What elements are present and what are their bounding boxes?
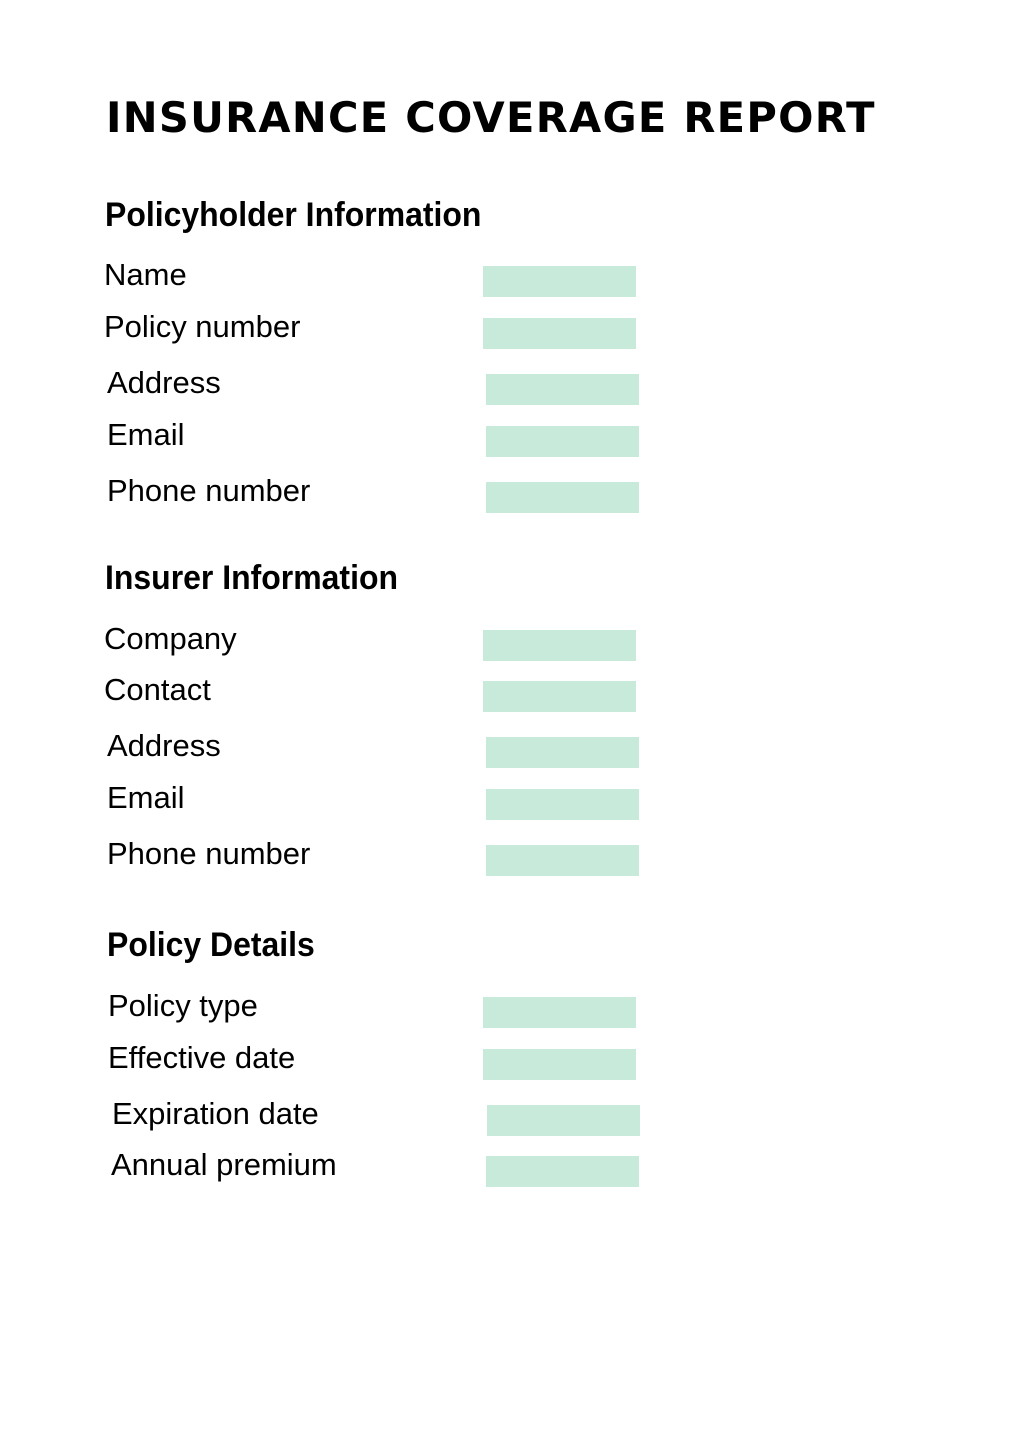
field-input-bar[interactable] (486, 1156, 639, 1187)
field-input-bar[interactable] (486, 482, 639, 513)
field-label: Annual premium (111, 1147, 337, 1182)
field-label: Address (107, 728, 221, 763)
form-field-row: Effective date (108, 1038, 668, 1080)
form-field-row: Company (104, 619, 664, 661)
field-input-bar[interactable] (483, 630, 636, 661)
report-title: INSURANCE COVERAGE REPORT (106, 93, 876, 142)
form-field-row: Annual premium (111, 1145, 671, 1187)
field-input-bar[interactable] (483, 997, 636, 1028)
field-label: Name (104, 257, 187, 292)
field-label: Address (107, 365, 221, 400)
form-field-row: Email (107, 415, 667, 457)
form-field-row: Phone number (107, 834, 667, 876)
form-field-row: Address (107, 726, 667, 768)
field-label: Expiration date (112, 1096, 319, 1131)
field-label: Phone number (107, 836, 311, 871)
field-label: Policy number (104, 309, 301, 344)
form-field-row: Name (104, 255, 664, 297)
field-input-bar[interactable] (486, 845, 639, 876)
form-field-row: Expiration date (112, 1094, 672, 1136)
form-field-row: Contact (104, 670, 664, 712)
field-label: Company (104, 621, 237, 656)
field-input-bar[interactable] (483, 266, 636, 297)
section-heading: Policy Details (107, 926, 315, 964)
field-input-bar[interactable] (487, 1105, 640, 1136)
field-label: Email (107, 417, 185, 452)
field-input-bar[interactable] (483, 318, 636, 349)
form-field-row: Phone number (107, 471, 667, 513)
field-input-bar[interactable] (486, 374, 639, 405)
field-input-bar[interactable] (486, 737, 639, 768)
field-input-bar[interactable] (486, 789, 639, 820)
section-heading: Insurer Information (105, 559, 399, 597)
field-label: Policy type (108, 988, 258, 1023)
field-input-bar[interactable] (483, 681, 636, 712)
form-field-row: Policy number (104, 307, 664, 349)
field-label: Contact (104, 672, 211, 707)
form-field-row: Email (107, 778, 667, 820)
field-label: Effective date (108, 1040, 296, 1075)
field-input-bar[interactable] (483, 1049, 636, 1080)
field-label: Phone number (107, 473, 311, 508)
field-input-bar[interactable] (486, 426, 639, 457)
form-field-row: Policy type (108, 986, 668, 1028)
section-heading: Policyholder Information (105, 196, 482, 234)
form-field-row: Address (107, 363, 667, 405)
field-label: Email (107, 780, 185, 815)
